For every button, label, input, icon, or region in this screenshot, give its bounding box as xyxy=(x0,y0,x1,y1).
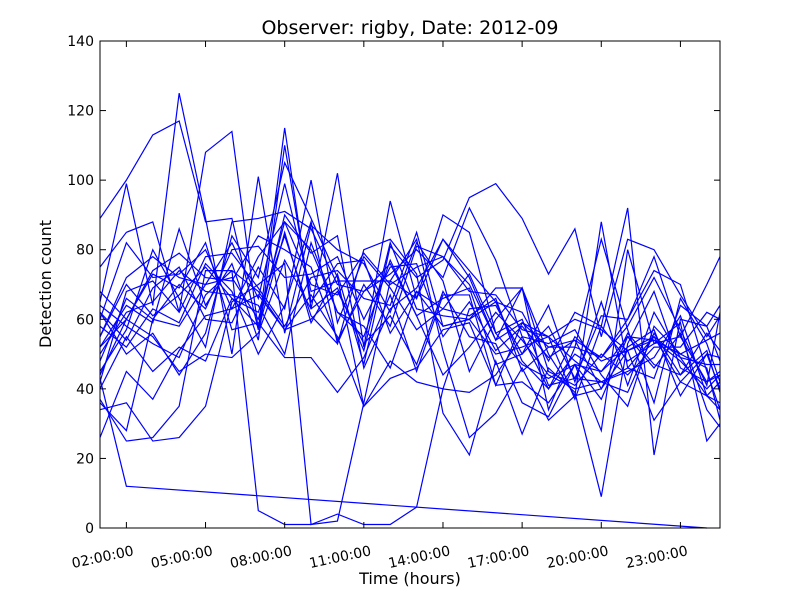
plot-frame xyxy=(99,40,721,529)
series-line-12 xyxy=(99,219,721,405)
series-line-13 xyxy=(99,245,721,388)
series-line-9 xyxy=(99,230,721,387)
series-line-22 xyxy=(99,237,721,526)
series-line-18 xyxy=(99,241,721,443)
y-tick-label: 40 xyxy=(76,382,94,398)
x-axis-title: Time (hours) xyxy=(358,569,461,588)
series-line-5 xyxy=(99,207,721,456)
y-tick-label: 60 xyxy=(76,312,94,328)
series-line-2 xyxy=(99,130,721,365)
y-axis-title: Detection count xyxy=(36,220,55,348)
series-line-10 xyxy=(99,180,721,410)
series-line-21 xyxy=(99,233,721,497)
y-tick-label: 0 xyxy=(85,521,94,537)
series-line-14 xyxy=(99,240,720,383)
y-tick-label: 140 xyxy=(67,34,94,50)
y-tick-label: 100 xyxy=(67,173,94,189)
series-layer xyxy=(99,93,721,529)
y-tick-label: 80 xyxy=(76,243,94,259)
series-line-8 xyxy=(99,206,721,421)
chart-title: Observer: rigby, Date: 2012-09 xyxy=(261,17,558,39)
series-line-15 xyxy=(99,269,721,408)
series-line-17 xyxy=(99,220,721,394)
y-tick-label: 120 xyxy=(67,104,94,120)
series-line-24 xyxy=(99,378,707,529)
y-tick-label: 20 xyxy=(76,451,94,467)
y-axis: 0 20 40 60 80 100 120 140 xyxy=(67,34,720,537)
